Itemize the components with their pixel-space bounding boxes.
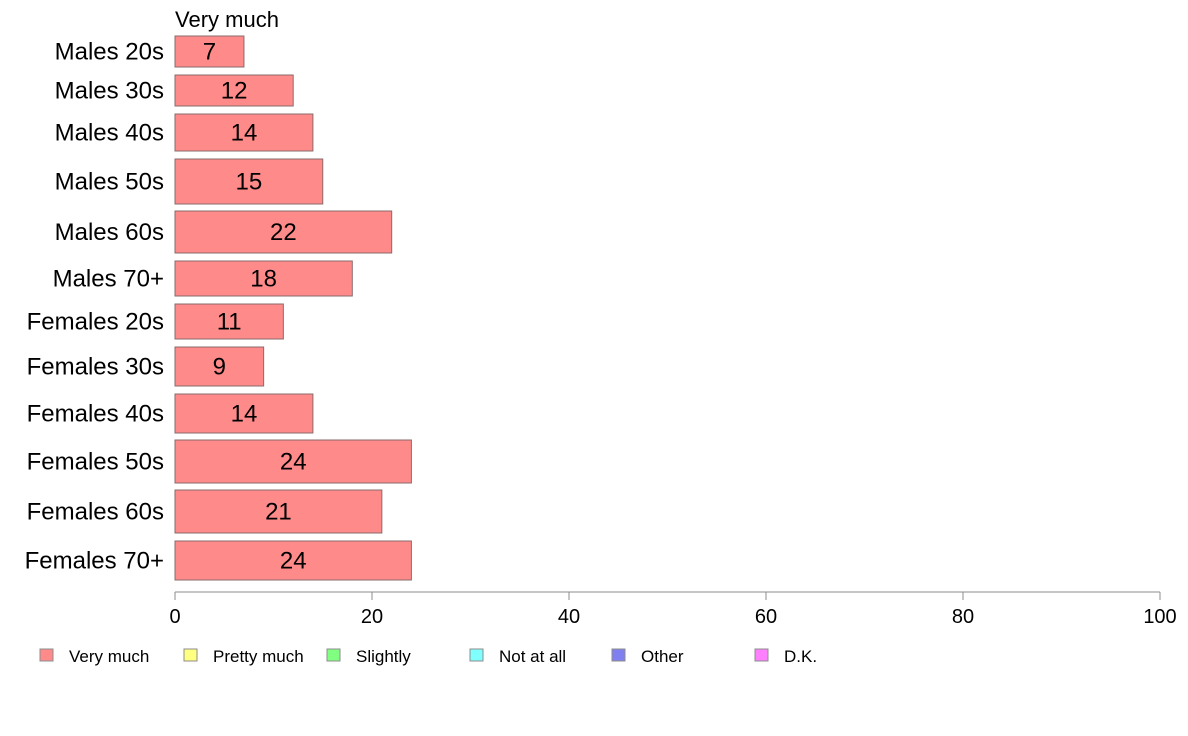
legend-swatch xyxy=(611,648,626,662)
bar-value-label: 7 xyxy=(203,39,216,66)
category-label: Males 30s xyxy=(55,78,164,105)
x-axis: 0 20 40 60 80 100 xyxy=(169,591,1177,628)
bar xyxy=(174,210,393,254)
x-tick-label: 80 xyxy=(952,606,974,628)
bar-value-label: 18 xyxy=(250,266,277,293)
category-label: Females 20s xyxy=(27,309,164,336)
bar xyxy=(174,489,383,534)
bar-value-label: 21 xyxy=(265,499,292,526)
legend-swatch xyxy=(754,648,769,662)
bar-value-label: 14 xyxy=(231,401,258,428)
bar-value-label: 24 xyxy=(280,548,307,575)
x-tick-label: 20 xyxy=(361,606,383,628)
category-label: Females 60s xyxy=(27,499,164,526)
legend-swatch xyxy=(183,648,198,662)
legend: Very much Pretty much Slightly Not at all Ot… xyxy=(39,647,817,666)
series-title: Very much xyxy=(175,7,279,32)
legend-label: Pretty much xyxy=(213,647,304,666)
legend-label: Not at all xyxy=(499,647,566,666)
legend-label: Very much xyxy=(69,647,149,666)
legend-swatch xyxy=(469,648,484,662)
bar-value-label: 11 xyxy=(217,309,242,336)
category-label: Males 50s xyxy=(55,169,164,196)
bar-value-label: 22 xyxy=(270,219,297,246)
bar xyxy=(174,439,412,484)
legend-swatch xyxy=(39,648,54,662)
bar xyxy=(174,74,294,107)
x-tick-label: 0 xyxy=(169,606,180,628)
category-label: Females 30s xyxy=(27,354,164,381)
x-tick-label: 60 xyxy=(755,606,777,628)
bar-rows: Males 20s 7 Males 30s 12 Males 40s 14 Males 50… xyxy=(25,35,412,581)
category-label: Males 20s xyxy=(55,39,164,66)
bar xyxy=(174,35,245,68)
legend-label: D.K. xyxy=(784,647,817,666)
bar xyxy=(174,393,314,434)
bar xyxy=(174,158,324,205)
category-label: Females 70+ xyxy=(25,548,164,575)
bar-value-label: 12 xyxy=(221,78,248,105)
bar xyxy=(174,540,412,581)
category-label: Males 40s xyxy=(55,120,164,147)
bar-value-label: 24 xyxy=(280,449,307,476)
category-label: Males 70+ xyxy=(53,266,164,293)
category-label: Males 60s xyxy=(55,219,164,246)
bar xyxy=(174,113,314,152)
bar-value-label: 14 xyxy=(231,120,258,147)
bar-value-label: 15 xyxy=(236,169,263,196)
category-label: Females 40s xyxy=(27,401,164,428)
bar xyxy=(174,346,265,387)
category-label: Females 50s xyxy=(27,449,164,476)
bar-value-label: 9 xyxy=(213,354,226,381)
x-tick-label: 40 xyxy=(558,606,580,628)
legend-swatch xyxy=(326,648,341,662)
legend-label: Other xyxy=(641,647,684,666)
bar xyxy=(174,303,284,340)
legend-label: Slightly xyxy=(356,647,411,666)
bar xyxy=(174,260,353,297)
x-tick-label: 100 xyxy=(1143,606,1176,628)
